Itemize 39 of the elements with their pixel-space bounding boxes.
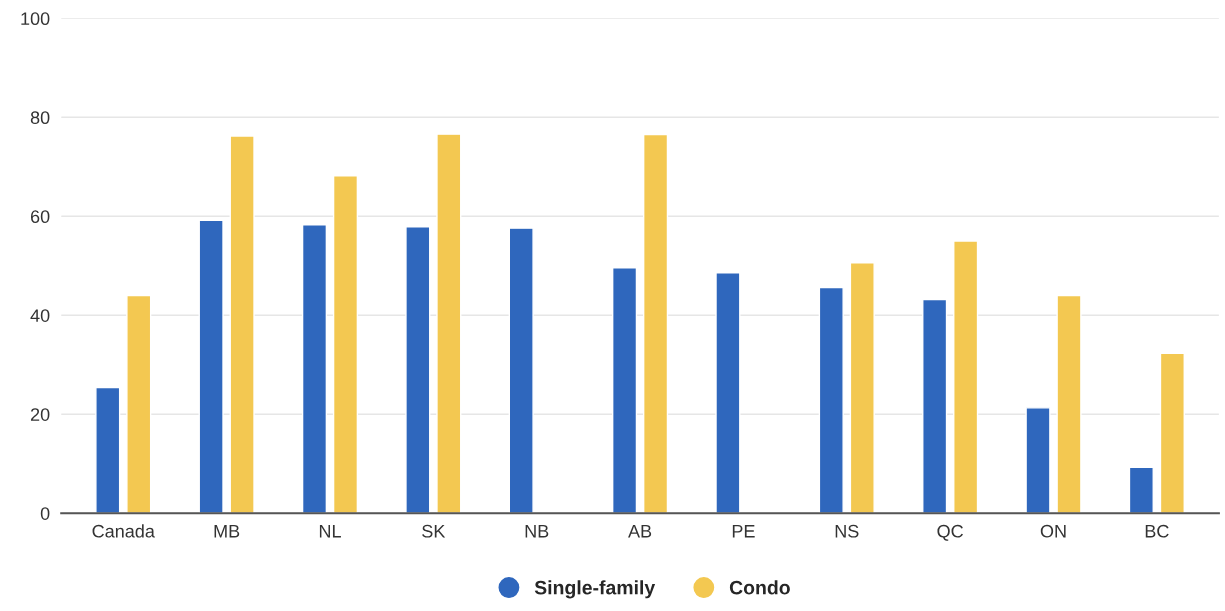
y-tick-label: 100 — [21, 12, 50, 26]
bar — [436, 133, 462, 514]
x-tick-label: MB — [214, 525, 240, 538]
x-tick-label: NS — [835, 524, 859, 538]
bar — [332, 175, 359, 514]
bar — [953, 240, 979, 514]
bar — [1159, 352, 1185, 514]
x-tick-label: Canada — [92, 524, 155, 538]
bar — [642, 133, 669, 514]
x-tick-label: NB — [525, 525, 549, 538]
x-tick-label: SK — [422, 524, 446, 538]
x-tick-label: PE — [732, 525, 755, 538]
bar — [301, 224, 328, 514]
legend-label: Single-family — [534, 580, 656, 599]
bar — [405, 225, 431, 514]
legend-label: Condo — [729, 580, 790, 595]
bar — [715, 272, 741, 514]
x-tick-label: BC — [1145, 524, 1169, 538]
bar — [1128, 466, 1154, 514]
x-tick-label: QC — [937, 524, 963, 541]
y-tick-label: 80 — [30, 111, 50, 125]
bar — [95, 386, 121, 514]
bar — [1025, 407, 1051, 514]
x-tick-label: NL — [319, 525, 341, 538]
bar — [849, 262, 875, 514]
y-tick-label: 0 — [40, 507, 50, 520]
bar — [1056, 294, 1082, 514]
y-tick-label: 40 — [30, 309, 50, 322]
bar — [611, 267, 638, 514]
bar — [508, 227, 534, 514]
y-tick-label: 60 — [30, 210, 50, 224]
x-tick-label: ON — [1040, 524, 1066, 538]
y-tick-label: 20 — [30, 408, 50, 421]
bar — [922, 298, 948, 514]
x-tick-label: AB — [628, 525, 652, 538]
bar — [818, 286, 844, 514]
bar — [126, 294, 152, 514]
bar — [198, 219, 224, 514]
bar — [229, 135, 255, 514]
